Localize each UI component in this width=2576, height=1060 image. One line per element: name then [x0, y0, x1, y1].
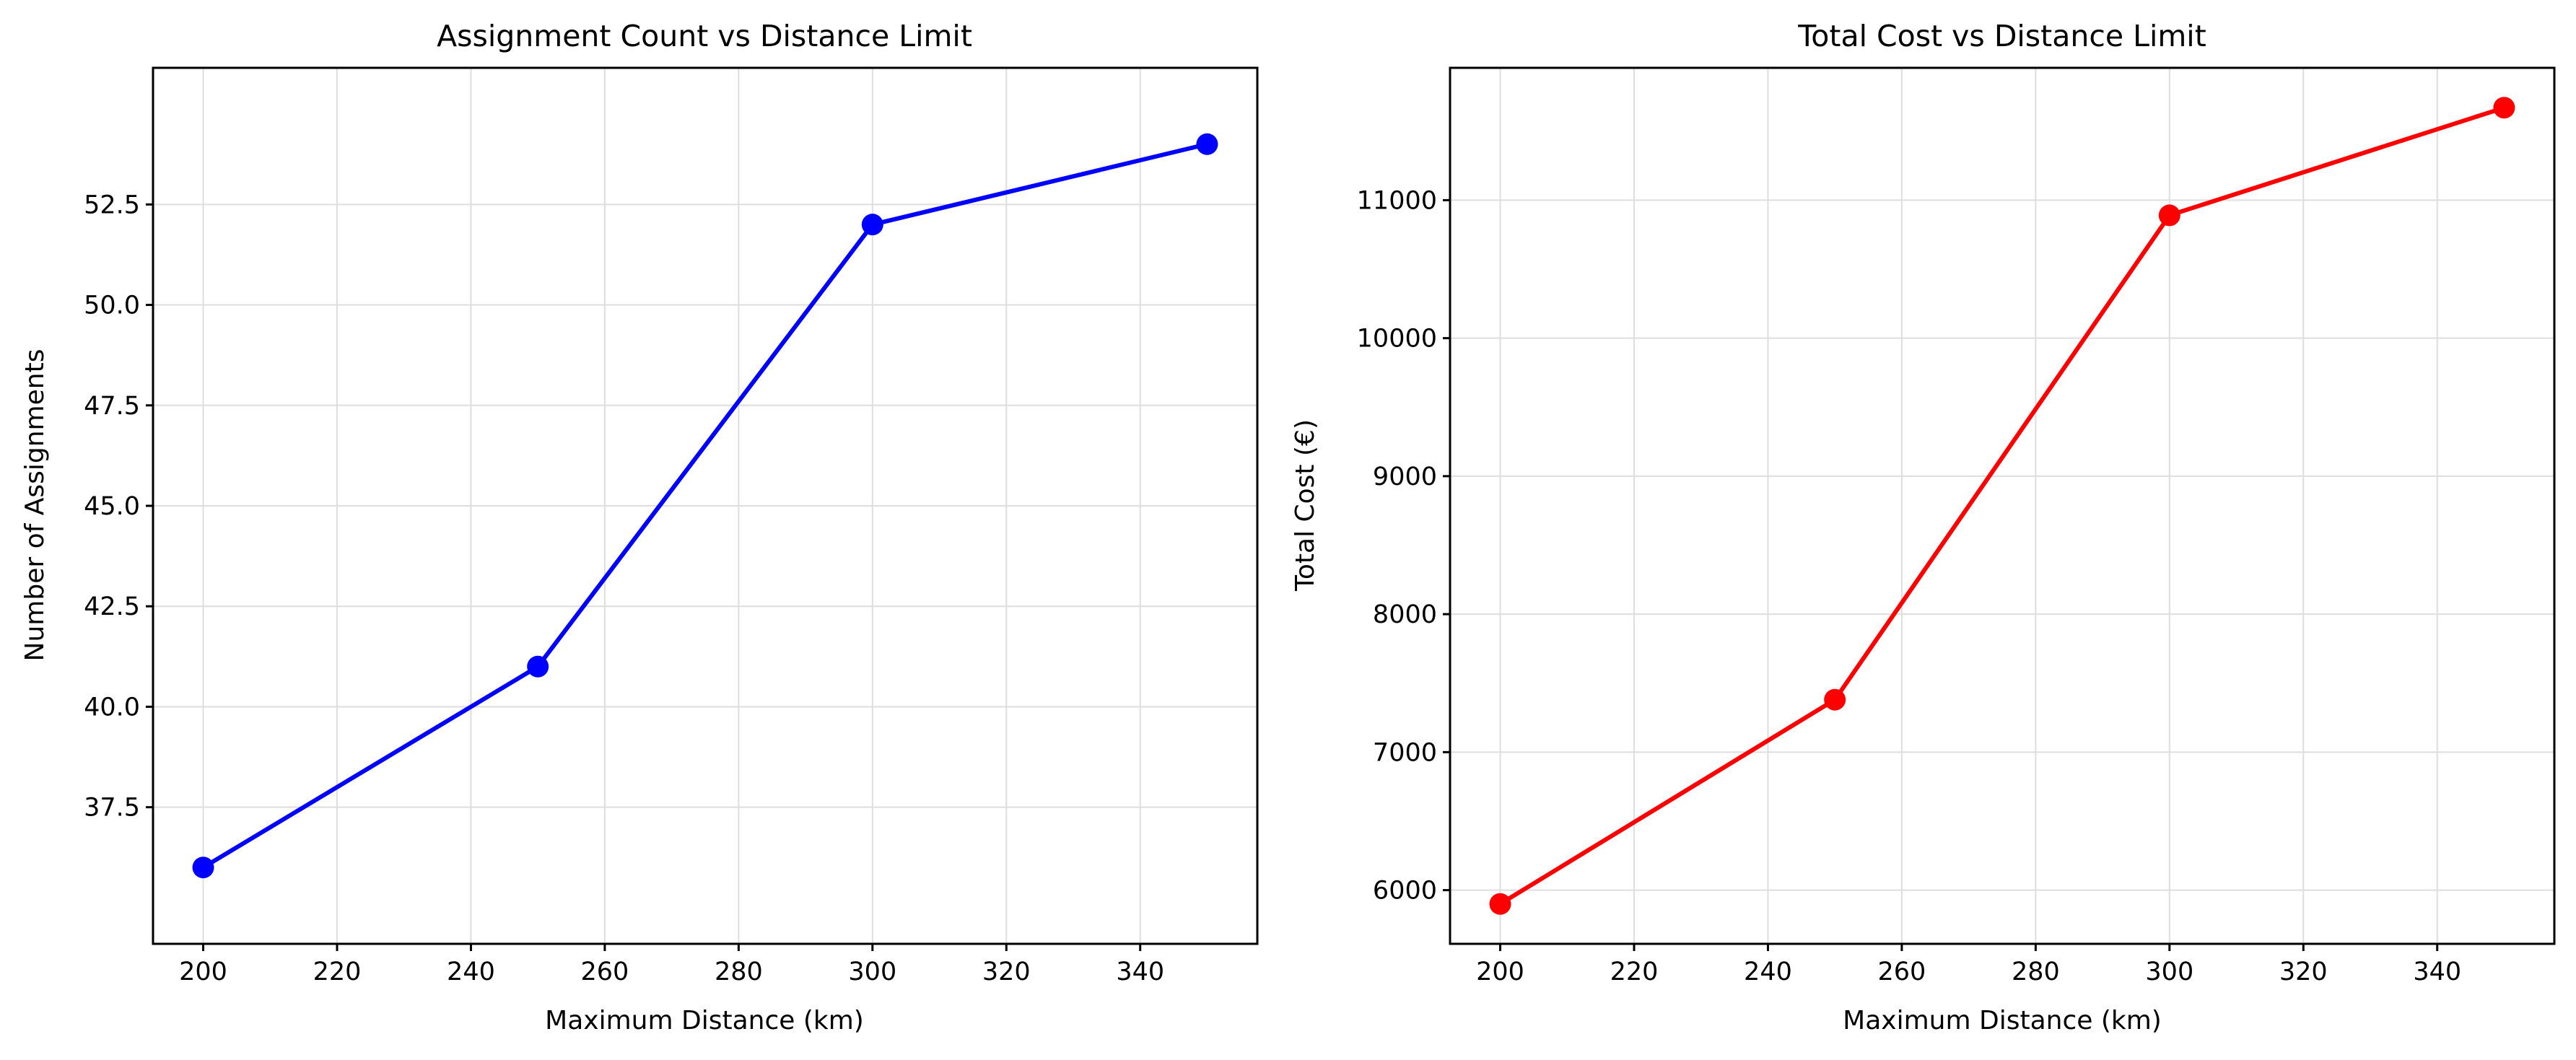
x-tick-label: 300 — [848, 958, 896, 986]
y-tick-label: 8000 — [1373, 600, 1437, 629]
grid — [153, 68, 1257, 944]
x-tick-label: 220 — [1610, 958, 1659, 986]
x-tick-label: 280 — [2012, 958, 2060, 986]
x-tick-label: 280 — [715, 958, 763, 986]
x-axis-label: Maximum Distance (km) — [1843, 1006, 2162, 1035]
plot-frame — [1449, 66, 2556, 945]
data-point — [527, 655, 549, 678]
x-tick-label: 200 — [179, 958, 227, 986]
y-tick-label: 42.5 — [84, 592, 140, 621]
y-tick-label: 45.0 — [84, 492, 140, 521]
chart-title: Assignment Count vs Distance Limit — [437, 19, 972, 53]
y-tick-label: 47.5 — [84, 392, 140, 421]
x-tick-label: 260 — [581, 958, 629, 986]
x-tick-label: 240 — [447, 958, 495, 986]
y-tick-label: 7000 — [1373, 738, 1437, 767]
data-point — [2493, 97, 2515, 119]
y-tick-label: 10000 — [1357, 325, 1437, 354]
series-line — [1498, 105, 2507, 906]
x-tick-label: 340 — [2413, 958, 2461, 986]
y-tick-label: 9000 — [1373, 463, 1437, 491]
y-axis-label: Total Cost (€) — [1291, 419, 1320, 592]
series — [1489, 97, 2515, 915]
series — [192, 133, 1218, 879]
y-tick-label: 50.0 — [84, 292, 140, 320]
data-point — [1489, 893, 1511, 915]
chart-assignment-count: Assignment Count vs Distance Limit Maxim… — [20, 19, 1259, 1035]
x-tick-label: 300 — [2145, 958, 2193, 986]
data-point — [192, 857, 214, 879]
y-tick-label: 40.0 — [84, 693, 140, 722]
x-tick-label: 260 — [1878, 958, 1926, 986]
ticks: 200 220 240 260 280 300 320 340 37.5 40.0 42.5 45.0… — [84, 190, 1164, 986]
y-tick-label: 6000 — [1373, 877, 1437, 906]
x-axis-label: Maximum Distance (km) — [545, 1006, 864, 1035]
x-tick-label: 320 — [2279, 958, 2328, 986]
y-tick-label: 37.5 — [84, 794, 140, 823]
x-tick-label: 340 — [1116, 958, 1164, 986]
plot-frame — [152, 66, 1259, 945]
y-tick-label: 11000 — [1357, 186, 1437, 215]
x-tick-label: 200 — [1476, 958, 1524, 986]
data-point — [1824, 688, 1846, 711]
chart-total-cost: Total Cost vs Distance Limit Maximum Dis… — [1291, 19, 2556, 1035]
grid — [1450, 68, 2554, 944]
y-tick-label: 52.5 — [84, 190, 140, 219]
ticks: 200 220 240 260 280 300 320 340 6000 7000 8000 9000… — [1357, 186, 2461, 986]
x-tick-label: 220 — [313, 958, 362, 986]
series-line — [201, 141, 1210, 870]
x-tick-label: 240 — [1744, 958, 1792, 986]
data-point — [861, 214, 883, 236]
x-tick-label: 320 — [982, 958, 1031, 986]
data-point — [1196, 133, 1218, 155]
y-axis-label: Number of Assignments — [20, 349, 50, 662]
data-point — [2158, 204, 2180, 227]
chart-title: Total Cost vs Distance Limit — [1797, 19, 2206, 53]
